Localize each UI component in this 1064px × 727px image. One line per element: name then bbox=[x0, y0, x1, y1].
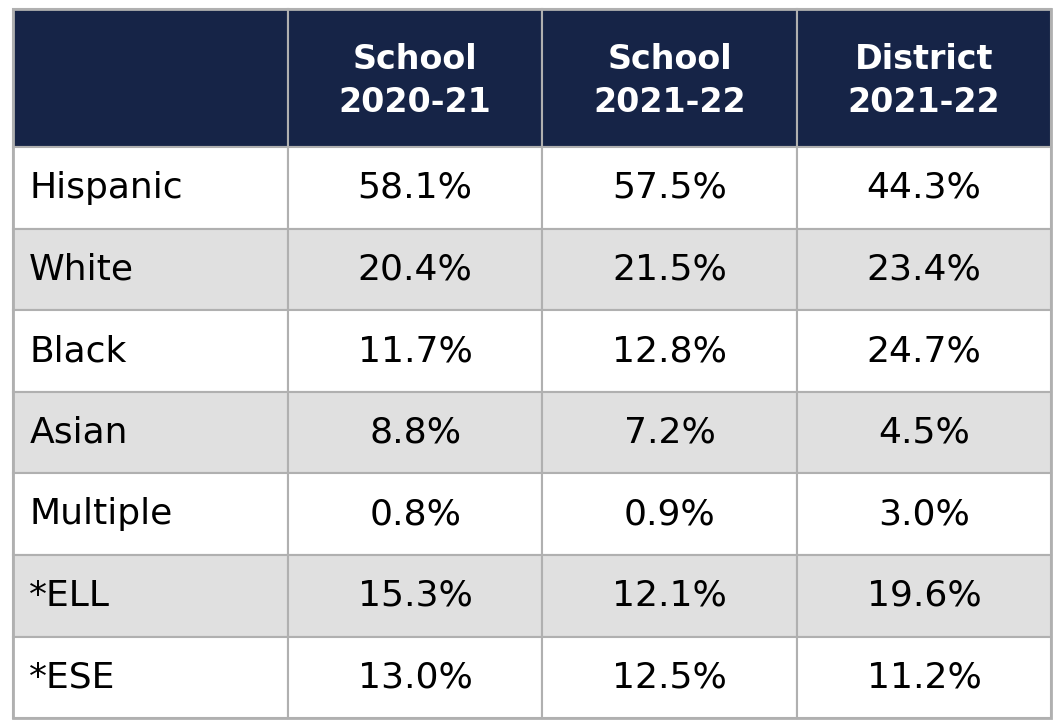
Bar bbox=[797, 9, 1051, 147]
Text: 12.8%: 12.8% bbox=[612, 334, 727, 368]
Text: 4.5%: 4.5% bbox=[878, 416, 970, 450]
Bar bbox=[797, 310, 1051, 392]
Text: 11.2%: 11.2% bbox=[866, 660, 981, 694]
Bar bbox=[543, 555, 797, 637]
Text: 58.1%: 58.1% bbox=[358, 171, 472, 205]
Bar bbox=[13, 392, 288, 473]
Bar bbox=[13, 310, 288, 392]
Text: Asian: Asian bbox=[30, 416, 128, 450]
Bar bbox=[797, 392, 1051, 473]
Text: Black: Black bbox=[30, 334, 127, 368]
Bar bbox=[797, 555, 1051, 637]
Text: Multiple: Multiple bbox=[30, 497, 172, 531]
Text: 12.1%: 12.1% bbox=[612, 579, 727, 613]
Text: 7.2%: 7.2% bbox=[624, 416, 715, 450]
Bar bbox=[13, 9, 288, 147]
Text: 24.7%: 24.7% bbox=[866, 334, 981, 368]
Bar bbox=[13, 473, 288, 555]
Text: 20.4%: 20.4% bbox=[358, 252, 472, 286]
Text: 21.5%: 21.5% bbox=[612, 252, 727, 286]
Bar bbox=[288, 310, 543, 392]
Text: 3.0%: 3.0% bbox=[878, 497, 970, 531]
Text: 12.5%: 12.5% bbox=[612, 660, 727, 694]
Text: White: White bbox=[30, 252, 134, 286]
Bar bbox=[288, 637, 543, 718]
Bar bbox=[288, 473, 543, 555]
Text: School: School bbox=[353, 44, 478, 76]
Bar bbox=[288, 229, 543, 310]
Text: 2021-22: 2021-22 bbox=[594, 87, 746, 119]
Text: 11.7%: 11.7% bbox=[358, 334, 472, 368]
Text: 0.8%: 0.8% bbox=[369, 497, 461, 531]
Bar bbox=[543, 229, 797, 310]
Text: 8.8%: 8.8% bbox=[369, 416, 461, 450]
Bar bbox=[288, 555, 543, 637]
Bar bbox=[288, 9, 543, 147]
Text: 2020-21: 2020-21 bbox=[338, 87, 492, 119]
Text: *ELL: *ELL bbox=[30, 579, 111, 613]
Text: 19.6%: 19.6% bbox=[867, 579, 981, 613]
Text: 0.9%: 0.9% bbox=[624, 497, 715, 531]
Bar bbox=[13, 637, 288, 718]
Bar bbox=[543, 9, 797, 147]
Bar bbox=[288, 392, 543, 473]
Bar bbox=[797, 473, 1051, 555]
Bar bbox=[13, 555, 288, 637]
Bar bbox=[288, 147, 543, 229]
Bar bbox=[543, 392, 797, 473]
Text: 44.3%: 44.3% bbox=[866, 171, 981, 205]
Bar bbox=[543, 310, 797, 392]
Bar bbox=[543, 147, 797, 229]
Text: *ESE: *ESE bbox=[30, 660, 116, 694]
Text: Hispanic: Hispanic bbox=[30, 171, 183, 205]
Bar bbox=[797, 229, 1051, 310]
Text: 2021-22: 2021-22 bbox=[848, 87, 1000, 119]
Bar bbox=[797, 637, 1051, 718]
Bar bbox=[543, 637, 797, 718]
Text: School: School bbox=[608, 44, 732, 76]
Bar bbox=[13, 229, 288, 310]
Text: 23.4%: 23.4% bbox=[866, 252, 981, 286]
Bar bbox=[13, 147, 288, 229]
Text: 13.0%: 13.0% bbox=[358, 660, 472, 694]
Bar bbox=[797, 147, 1051, 229]
Text: District: District bbox=[854, 44, 994, 76]
Text: 15.3%: 15.3% bbox=[358, 579, 472, 613]
Bar bbox=[543, 473, 797, 555]
Text: 57.5%: 57.5% bbox=[612, 171, 727, 205]
